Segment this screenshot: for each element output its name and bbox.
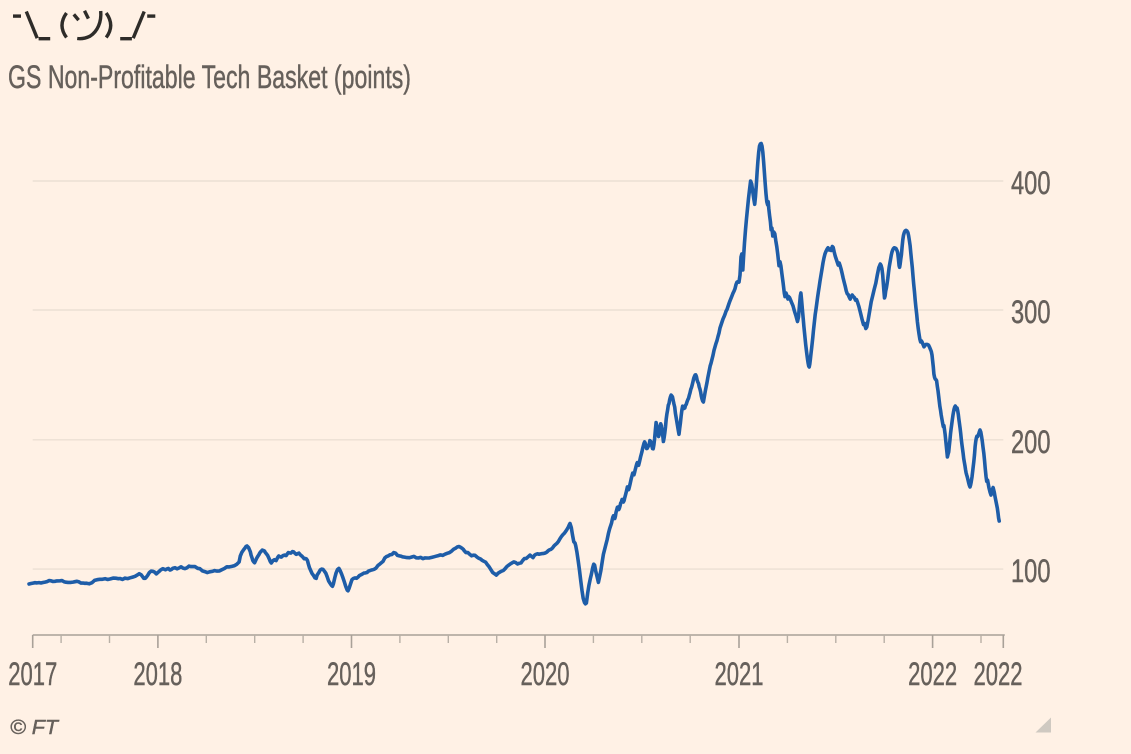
- svg-text:100: 100: [1011, 553, 1051, 589]
- svg-text:GS Non-Profitable Tech Basket: GS Non-Profitable Tech Basket (points): [8, 59, 411, 95]
- svg-text:2022: 2022: [974, 656, 1023, 692]
- svg-text:400: 400: [1011, 165, 1051, 201]
- svg-text:200: 200: [1011, 424, 1051, 460]
- svg-text:2020: 2020: [521, 656, 570, 692]
- svg-text:2018: 2018: [133, 656, 182, 692]
- svg-text:2022: 2022: [908, 656, 957, 692]
- svg-text:300: 300: [1011, 294, 1051, 330]
- svg-text:© FT: © FT: [10, 717, 60, 739]
- svg-text:2017: 2017: [8, 656, 57, 692]
- svg-text:2019: 2019: [327, 656, 376, 692]
- svg-text:2021: 2021: [715, 656, 764, 692]
